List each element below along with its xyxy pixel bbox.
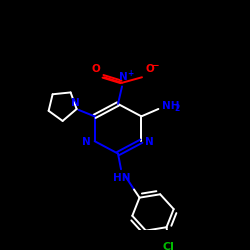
Text: NH: NH — [162, 101, 180, 111]
Text: +: + — [127, 69, 133, 78]
Text: N: N — [146, 137, 154, 147]
Text: −: − — [151, 61, 158, 70]
Text: O: O — [91, 64, 100, 74]
Text: HN: HN — [113, 173, 131, 183]
Text: N: N — [119, 72, 128, 82]
Text: 2: 2 — [174, 104, 180, 112]
Text: N: N — [82, 137, 90, 147]
Text: Cl: Cl — [162, 242, 174, 250]
Text: N: N — [71, 98, 80, 108]
Text: O: O — [145, 64, 154, 74]
